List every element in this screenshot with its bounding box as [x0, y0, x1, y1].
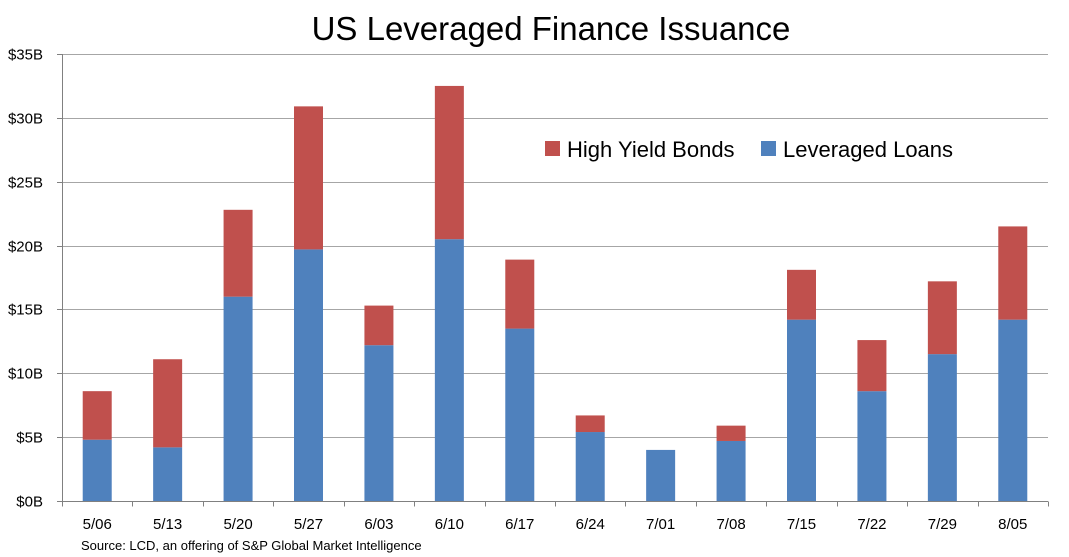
y-tick-label: $15B [8, 302, 43, 319]
bar-high-yield-bonds [575, 415, 605, 433]
bar-high-yield-bonds [294, 106, 323, 250]
bar-leveraged-loans [223, 296, 253, 501]
legend-label-leveraged-loans: Leveraged Loans [783, 137, 953, 162]
x-tick-label: 6/10 [435, 516, 464, 533]
bar-high-yield-bonds [153, 359, 183, 448]
legend-label-high-yield-bonds: High Yield Bonds [567, 137, 735, 162]
y-tick-label: $20B [8, 239, 43, 256]
bar-leveraged-loans [505, 328, 535, 501]
bar-leveraged-loans [153, 447, 183, 501]
x-tick-label: 5/13 [153, 516, 182, 533]
bar-high-yield-bonds [927, 281, 957, 355]
x-tick-label: 7/08 [716, 516, 745, 533]
bar-high-yield-bonds [223, 209, 253, 297]
bar-leveraged-loans [646, 449, 676, 501]
y-tick-label: $30B [8, 111, 43, 128]
x-tick-label: 6/17 [505, 516, 534, 533]
x-tick-label: 7/01 [646, 516, 675, 533]
source-note: Source: LCD, an offering of S&P Global M… [81, 538, 422, 553]
x-tick-label: 5/20 [223, 516, 252, 533]
y-tick-label: $0B [16, 494, 43, 511]
y-tick-label: $5B [16, 430, 43, 447]
y-tick-label: $10B [8, 366, 43, 383]
y-tick-label: $35B [8, 47, 43, 64]
bar-leveraged-loans [716, 440, 746, 501]
bar-high-yield-bonds [716, 425, 746, 441]
bars [82, 85, 1028, 501]
bar-leveraged-loans [575, 432, 605, 501]
bar-leveraged-loans [82, 439, 112, 501]
bar-leveraged-loans [857, 391, 887, 501]
bar-high-yield-bonds [82, 391, 112, 440]
y-tick-label: $25B [8, 175, 43, 192]
bar-high-yield-bonds [434, 85, 464, 240]
x-tick-label: 5/27 [294, 516, 323, 533]
bar-leveraged-loans [434, 239, 464, 501]
legend: High Yield Bonds Leveraged Loans [545, 137, 953, 162]
bar-high-yield-bonds [857, 340, 887, 392]
legend-swatch-leveraged-loans [761, 141, 776, 156]
x-tick-label: 7/29 [928, 516, 957, 533]
chart-title: US Leveraged Finance Issuance [312, 10, 791, 47]
bar-high-yield-bonds [364, 305, 394, 346]
bar-high-yield-bonds [787, 269, 816, 320]
legend-swatch-high-yield-bonds [545, 141, 560, 156]
bar-leveraged-loans [787, 319, 816, 501]
axes: $0B $5B $10B $15B $20B $25B $30B $35B 5/06 5/13 5/… [8, 47, 1049, 533]
bar-leveraged-loans [927, 354, 957, 501]
bar-leveraged-loans [364, 345, 394, 501]
x-tick-label: 6/24 [576, 516, 605, 533]
x-tick-label: 5/06 [83, 516, 112, 533]
x-tick-label: 7/15 [787, 516, 816, 533]
bar-leveraged-loans [294, 249, 323, 501]
x-tick-label: 7/22 [857, 516, 886, 533]
bar-high-yield-bonds [998, 226, 1028, 320]
bar-leveraged-loans [998, 319, 1028, 501]
bar-high-yield-bonds [505, 259, 535, 329]
x-tick-label: 8/05 [998, 516, 1027, 533]
x-tick-label: 6/03 [364, 516, 393, 533]
gridlines [62, 54, 1048, 438]
